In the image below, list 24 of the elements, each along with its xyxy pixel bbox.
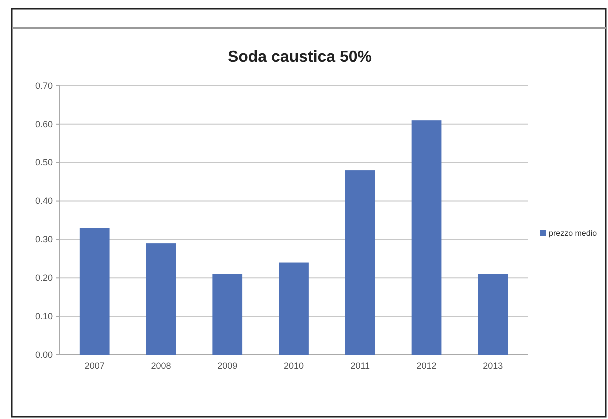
y-tick-label: 0.40 (35, 196, 53, 206)
bar (146, 244, 176, 355)
chart-title: Soda caustica 50% (228, 49, 372, 66)
x-tick-label: 2007 (84, 360, 105, 371)
x-tick-label: 2009 (218, 360, 238, 371)
y-tick-label: 0.00 (35, 350, 53, 360)
x-tick-label: 2011 (350, 360, 370, 371)
bar (80, 228, 110, 355)
x-tick-label: 2010 (284, 360, 304, 371)
bar (212, 274, 243, 355)
y-tick-label: 0.70 (35, 80, 53, 91)
y-tick-label: 0.10 (35, 311, 53, 322)
y-tick-label: 0.20 (35, 273, 53, 284)
y-tick-label: 0.30 (35, 234, 53, 245)
y-tick-label: 0.50 (35, 158, 53, 168)
bar (478, 274, 508, 355)
bar (279, 262, 309, 355)
x-tick-label: 2012 (416, 360, 437, 371)
bar (345, 170, 376, 355)
x-tick-label: 2008 (151, 360, 172, 371)
bar (412, 120, 442, 355)
y-tick-label: 0.60 (35, 119, 53, 130)
legend-label: prezzo medio (549, 229, 598, 238)
x-tick-label: 2013 (483, 360, 504, 371)
